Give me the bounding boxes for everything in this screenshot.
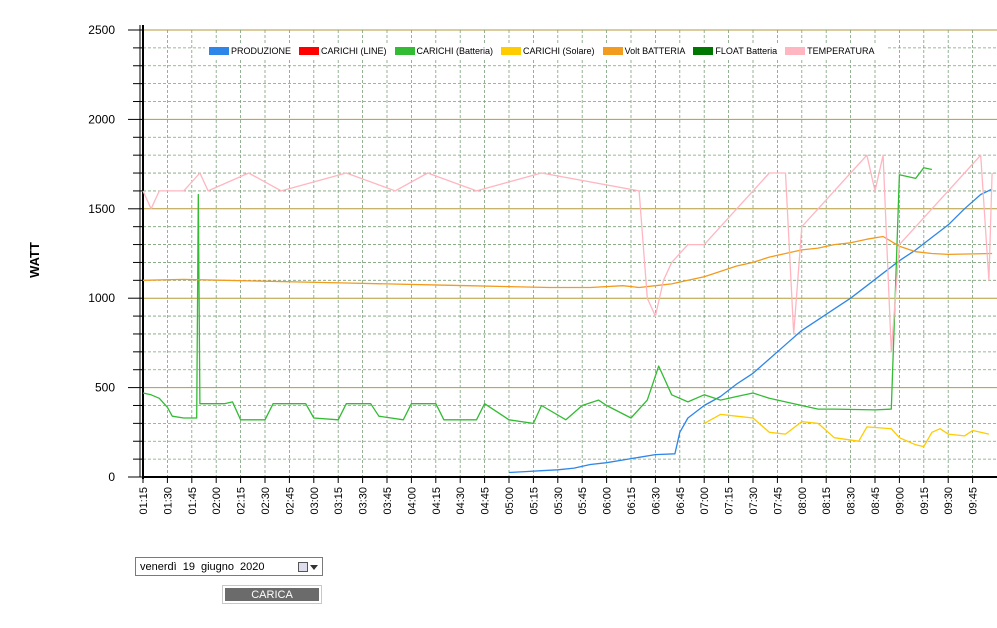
x-tick-label: 03:00 [309, 487, 321, 515]
date-day: 19 [182, 560, 195, 573]
x-tick-label: 09:30 [943, 487, 955, 515]
legend-item: CARICHI (Solare) [501, 46, 595, 56]
x-tick-label: 06:15 [626, 487, 638, 515]
y-tick-label: 0 [108, 470, 115, 484]
x-tick-label: 05:30 [553, 487, 565, 515]
x-tick-label: 02:30 [260, 487, 272, 515]
x-tick-label: 08:30 [846, 487, 858, 515]
x-tick-label: 01:45 [187, 487, 199, 515]
x-tick-labels: 01:15 01:30 01:45 02:00 02:15 02:30 02:45 03:00… [138, 487, 980, 515]
date-year: 2020 [240, 560, 265, 573]
load-button[interactable]: CARICA [222, 585, 322, 604]
x-tick-label: 04:00 [406, 487, 418, 515]
series-lines [142, 154, 993, 474]
y-axis-label: WATT [26, 242, 42, 278]
legend-swatch [785, 47, 806, 55]
x-tick-label: 04:15 [431, 487, 443, 515]
legend-item: CARICHI (LINE) [299, 46, 387, 56]
legend-label: CARICHI (LINE) [321, 46, 387, 56]
legend-item: FLOAT Batteria [693, 46, 777, 56]
legend-item: Volt BATTERIA [602, 46, 686, 56]
x-tick-label: 07:45 [772, 487, 784, 515]
x-tick-label: 04:45 [480, 487, 492, 515]
y-tick-label: 2500 [88, 23, 115, 37]
x-tick-label: 07:30 [748, 487, 760, 515]
axes [139, 25, 997, 479]
load-button-label: CARICA [225, 588, 319, 601]
series-produzione [508, 188, 993, 474]
calendar-icon [298, 562, 308, 572]
legend-swatch [209, 47, 229, 55]
x-tick-label: 02:15 [236, 487, 248, 515]
date-month: giugno [200, 560, 234, 573]
legend-label: CARICHI (Batteria) [416, 46, 494, 56]
legend-swatch [394, 47, 415, 55]
x-tick-label: 08:00 [797, 487, 809, 515]
x-tick-label: 01:15 [138, 487, 150, 515]
legend-label: FLOAT Batteria [715, 46, 778, 56]
x-tick-label: 03:30 [358, 487, 370, 515]
series-carichi-batteria [142, 167, 933, 425]
x-tick-label: 09:15 [919, 487, 931, 515]
legend-item: TEMPERATURA [785, 46, 874, 56]
series-carichi-solare [703, 413, 990, 448]
x-tick-label: 08:45 [870, 487, 882, 515]
y-tick-labels: 0 500 1000 1500 2000 2500 [88, 23, 115, 484]
legend-swatch [693, 47, 714, 55]
x-tick-label: 07:00 [699, 487, 711, 515]
x-tick-label: 02:45 [284, 487, 296, 515]
legend-swatch [602, 47, 623, 55]
x-tick-label: 06:45 [675, 487, 687, 515]
x-tick-label: 02:00 [211, 487, 223, 515]
x-tick-label: 08:15 [821, 487, 833, 515]
chevron-down-icon [310, 564, 318, 570]
x-tick-label: 03:45 [382, 487, 394, 515]
legend-item: CARICHI (Batteria) [394, 46, 494, 56]
legend-item: PRODUZIONE [209, 46, 291, 56]
date-day-name: venerdì [140, 560, 177, 573]
date-picker[interactable]: venerdì 19 giugno 2020 [135, 557, 323, 576]
x-tick-label: 06:00 [602, 487, 614, 515]
legend-label: CARICHI (Solare) [523, 46, 595, 56]
legend-swatch [299, 47, 320, 55]
legend-label: PRODUZIONE [231, 46, 292, 56]
y-tick-label: 500 [95, 381, 115, 395]
legend-label: TEMPERATURA [807, 46, 875, 56]
x-tick-label: 06:30 [650, 487, 662, 515]
x-tick-label: 03:15 [333, 487, 345, 515]
x-tick-label: 07:15 [724, 487, 736, 515]
x-tick-label: 04:30 [455, 487, 467, 515]
grid-lines [128, 29, 997, 483]
x-tick-label: 01:30 [162, 487, 174, 515]
calendar-dropdown-icon[interactable] [298, 560, 318, 574]
legend-label: Volt BATTERIA [624, 46, 686, 56]
legend: PRODUZIONE CARICHI (LINE) CARICHI (Batteri… [205, 44, 887, 58]
series-volt-batteria [142, 235, 993, 289]
legend-swatch [501, 47, 522, 55]
y-tick-label: 1000 [88, 291, 115, 305]
x-tick-label: 05:45 [577, 487, 589, 515]
series-temperatura [142, 154, 993, 353]
y-tick-label: 2000 [88, 112, 115, 126]
x-tick-label: 05:15 [528, 487, 540, 515]
x-tick-label: 09:00 [894, 487, 906, 515]
x-tick-label: 09:45 [968, 487, 980, 515]
y-tick-label: 1500 [88, 202, 115, 216]
x-tick-label: 05:00 [504, 487, 516, 515]
